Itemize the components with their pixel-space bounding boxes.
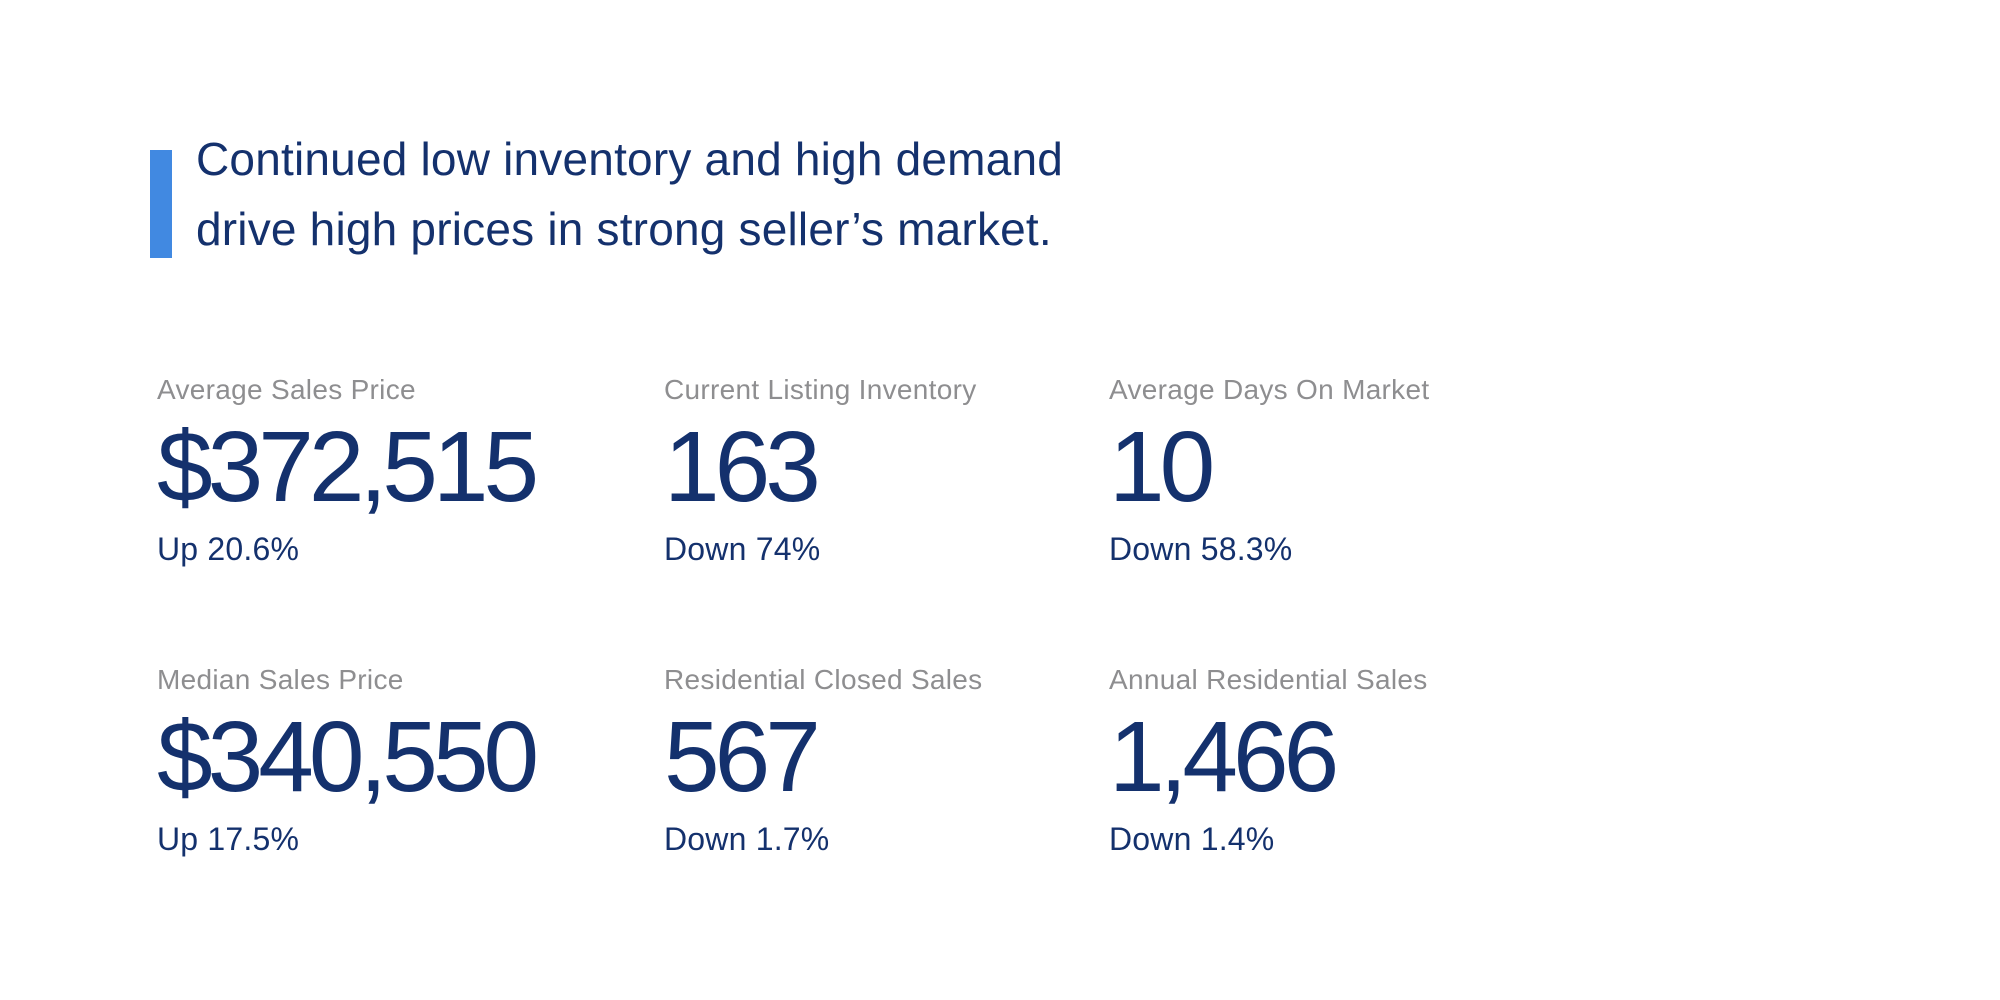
- headline-text: Continued low inventory and high demand …: [196, 124, 1063, 264]
- stat-average-sales-price: Average Sales Price $372,515 Up 20.6%: [157, 373, 664, 569]
- headline-line-1: Continued low inventory and high demand: [196, 133, 1064, 185]
- stat-value: 1,466: [1109, 701, 1339, 813]
- stats-grid: Average Sales Price $372,515 Up 20.6% Cu…: [157, 373, 1569, 859]
- stat-label: Residential Closed Sales: [664, 664, 983, 695]
- stat-change: Up 17.5%: [157, 821, 300, 857]
- stat-residential-closed-sales: Residential Closed Sales 567 Down 1.7%: [664, 663, 1109, 859]
- stat-value: 10: [1109, 411, 1215, 523]
- stat-label: Average Days On Market: [1109, 374, 1430, 405]
- stat-value: 163: [664, 411, 821, 523]
- headline-block: Continued low inventory and high demand …: [150, 124, 1063, 264]
- stat-label: Annual Residential Sales: [1109, 664, 1428, 695]
- headline-accent-bar: [150, 150, 172, 258]
- stat-change: Up 20.6%: [157, 531, 300, 567]
- stat-label: Current Listing Inventory: [664, 374, 977, 405]
- stat-change: Down 1.4%: [1109, 821, 1275, 857]
- stat-annual-residential-sales: Annual Residential Sales 1,466 Down 1.4%: [1109, 663, 1569, 859]
- stat-change: Down 58.3%: [1109, 531, 1293, 567]
- stat-change: Down 1.7%: [664, 821, 830, 857]
- stat-average-days-on-market: Average Days On Market 10 Down 58.3%: [1109, 373, 1569, 569]
- headline-line-2: drive high prices in strong seller’s mar…: [196, 203, 1052, 255]
- stat-median-sales-price: Median Sales Price $340,550 Up 17.5%: [157, 663, 664, 859]
- stat-label: Median Sales Price: [157, 664, 404, 695]
- stat-change: Down 74%: [664, 531, 821, 567]
- stat-value: $372,515: [157, 411, 539, 523]
- stat-label: Average Sales Price: [157, 374, 416, 405]
- stat-current-listing-inventory: Current Listing Inventory 163 Down 74%: [664, 373, 1109, 569]
- stat-value: $340,550: [157, 701, 539, 813]
- stat-value: 567: [664, 701, 821, 813]
